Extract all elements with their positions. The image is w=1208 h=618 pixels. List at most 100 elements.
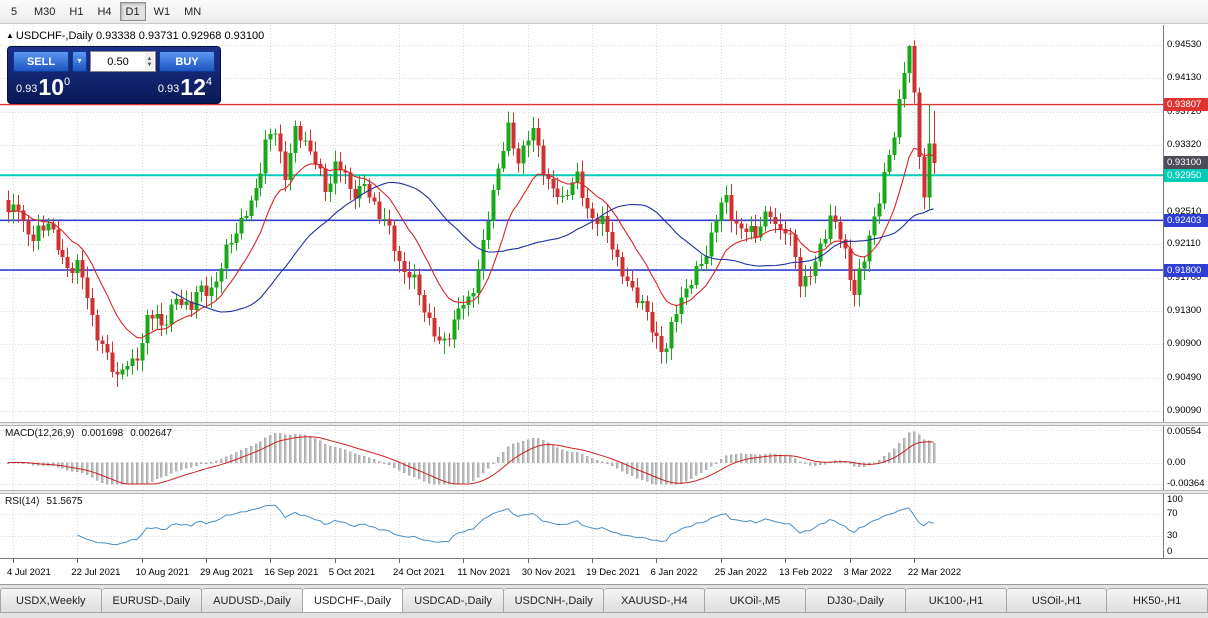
ask-price: 0.93 12 4 [158,74,212,100]
volume-spinner: ▲ ▼ [145,53,154,70]
timeframe-mn[interactable]: MN [178,2,207,21]
chart-title: ▲ USDCHF-,Daily 0.93338 0.93731 0.92968 0… [6,30,264,42]
date-tick [528,559,529,563]
price-chart-pane: 0.945300.941300.937200.933200.929200.925… [0,25,1208,422]
price-axis-label: 0.91300 [1167,305,1202,317]
date-label: 13 Feb 2022 [779,567,833,578]
rsi-chart-canvas[interactable] [0,494,1163,558]
chevron-down-icon: ▼ [76,58,83,65]
ohlc-marker-icon: ▲ [6,31,14,40]
ma-fast-line [7,147,934,339]
timeframe-h1[interactable]: H1 [63,2,89,21]
time-axis[interactable]: 4 Jul 2021 22 Jul 2021 10 Aug 2021 29 Aug 2… [0,558,1208,584]
date-label: 24 Oct 2021 [393,567,445,578]
rsi-line [77,504,934,546]
date-tick [592,559,593,563]
ma-slow-line [171,181,934,313]
rsi-axis[interactable]: 100 70 30 0 [1163,494,1208,558]
date-tick [77,559,78,563]
tab-ukoil-m5[interactable]: UKOil-,M5 [705,588,806,613]
pane-resize-handle[interactable] [0,490,1208,494]
macd-chart-canvas[interactable] [0,426,1163,490]
chart-ohlc-values: 0.93338 0.93731 0.92968 0.93100 [95,30,265,42]
date-label: 19 Dec 2021 [586,567,640,578]
bid-price-big: 10 [38,74,65,100]
bid-price: 0.93 10 0 [16,74,70,100]
macd-axis[interactable]: 0.00554 0.00 -0.00364 [1163,426,1208,490]
rsi-axis-label: 0 [1167,546,1173,557]
date-tick [850,559,851,563]
ask-price-big: 12 [180,74,206,100]
rsi-axis-label: 30 [1167,530,1178,542]
date-tick [335,559,336,563]
volume-field-wrap: ▲ ▼ [90,51,156,72]
tab-usdchf-daily[interactable]: USDCHF-,Daily [302,588,404,613]
date-label: 29 Aug 2021 [200,567,254,578]
bid-price-sup: 0 [64,76,71,88]
pane-resize-handle[interactable] [0,422,1208,426]
macd-title: MACD(12,26,9) [5,428,75,439]
macd-axis-label: 0.00 [1167,456,1186,468]
date-label: 22 Mar 2022 [907,567,962,578]
macd-header: MACD(12,26,9) 0.001698 0.002647 [5,428,179,439]
rsi-axis-label: 100 [1167,494,1183,505]
tab-eurusd-daily[interactable]: EURUSD-,Daily [101,588,203,613]
price-line-tag: 0.91800 [1164,263,1208,277]
tab-xauusd-h4[interactable]: XAUUSD-,H4 [604,588,706,613]
gridlines [0,426,1163,490]
date-tick [399,559,400,563]
volume-input[interactable] [91,52,155,72]
timeframe-5[interactable]: 5 [2,2,26,21]
price-line-tag: 0.93807 [1164,98,1208,112]
tab-usdcnh-daily[interactable]: USDCNH-,Daily [503,588,605,613]
price-axis-label: 0.90090 [1167,405,1202,416]
macd-axis-label: 0.00554 [1167,426,1202,437]
current-price-tag: 0.93100 [1164,156,1208,170]
bid-price-small: 0.93 [16,83,38,95]
tab-hk50-h1[interactable]: HK50-,H1 [1107,588,1208,613]
date-tick [206,559,207,563]
macd-histogram [6,431,936,485]
volume-dropdown-button[interactable]: ▼ [72,51,87,72]
tab-dj30-daily[interactable]: DJ30-,Daily [805,588,907,613]
timeframe-toolbar: 5 M30 H1 H4 D1 W1 MN [0,0,1208,24]
rsi-axis-label: 70 [1167,507,1178,519]
chart-tab-bar: USDX,Weekly EURUSD-,Daily AUDUSD-,Daily USD… [0,584,1208,618]
date-tick [785,559,786,563]
price-axis-label: 0.91700 [1167,272,1202,284]
one-click-trading-panel: SELL ▼ ▲ ▼ BUY 0.93 10 0 [7,46,221,104]
macd-signal-line [7,436,934,485]
tab-usoil-h1[interactable]: USOil-,H1 [1006,588,1108,613]
price-axis-label: 0.94530 [1167,39,1202,50]
date-tick [656,559,657,563]
date-label: 10 Aug 2021 [135,567,189,578]
macd-value-main: 0.001698 [81,428,124,439]
date-tick [270,559,271,563]
timeframe-w1[interactable]: W1 [148,2,177,21]
spin-up-icon[interactable]: ▲ [146,55,153,62]
buy-button[interactable]: BUY [159,51,215,72]
timeframe-h4[interactable]: H4 [91,2,117,21]
tab-uk100-h1[interactable]: UK100-,H1 [906,588,1007,613]
timeframe-m30[interactable]: M30 [28,2,61,21]
date-label: 22 Jul 2021 [71,567,121,578]
rsi-pane: 100 70 30 0 RSI(14) 51.5675 [0,494,1208,558]
date-tick [914,559,915,563]
date-tick [463,559,464,563]
timeframe-d1[interactable]: D1 [119,2,146,21]
tab-usdcad-daily[interactable]: USDCAD-,Daily [403,588,504,613]
price-axis-label: 0.93720 [1167,105,1202,117]
date-label: 16 Sep 2021 [264,567,319,578]
spin-down-icon[interactable]: ▼ [146,61,153,68]
tab-usdx-weekly[interactable]: USDX,Weekly [0,588,102,613]
chart-symbol-label: USDCHF-,Daily [15,30,93,42]
gridlines [0,494,1163,558]
sell-button[interactable]: SELL [13,51,69,72]
price-axis-label: 0.92510 [1167,205,1202,217]
price-axis-label: 0.90900 [1167,338,1202,350]
date-label: 11 Nov 2021 [457,567,511,578]
price-axis-label: 0.92110 [1167,238,1201,250]
price-axis[interactable]: 0.945300.941300.937200.933200.929200.925… [1163,25,1208,422]
tab-audusd-daily[interactable]: AUDUSD-,Daily [202,588,303,613]
date-label: 4 Jul 2021 [6,567,51,578]
